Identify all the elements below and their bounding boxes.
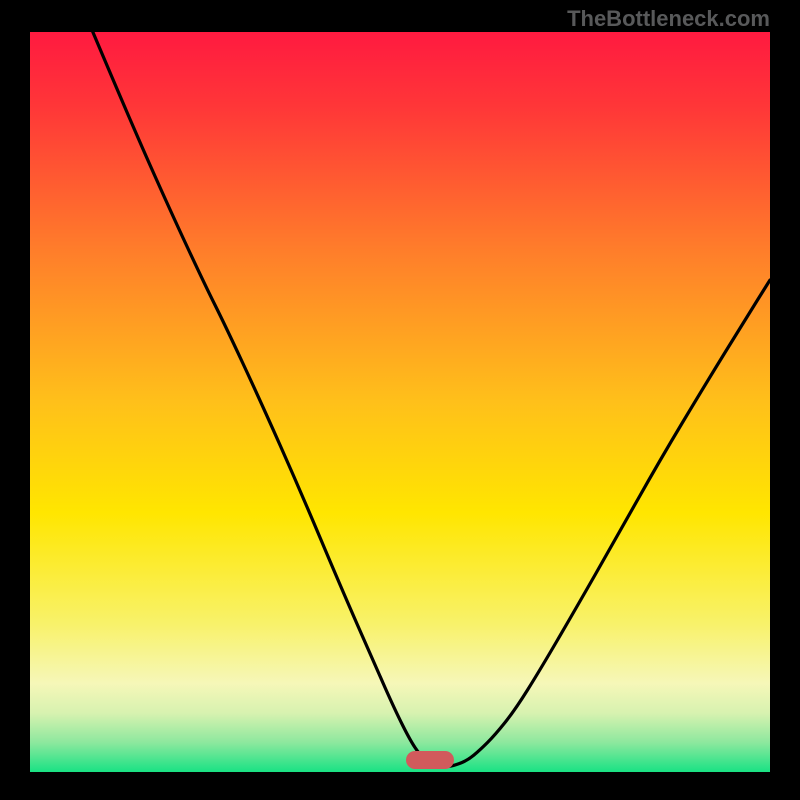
chart-container: { "canvas": { "width": 800, "height": 80… [0,0,800,800]
plot-area [30,32,770,772]
watermark-text: TheBottleneck.com [567,6,770,32]
minimum-marker [406,751,454,769]
